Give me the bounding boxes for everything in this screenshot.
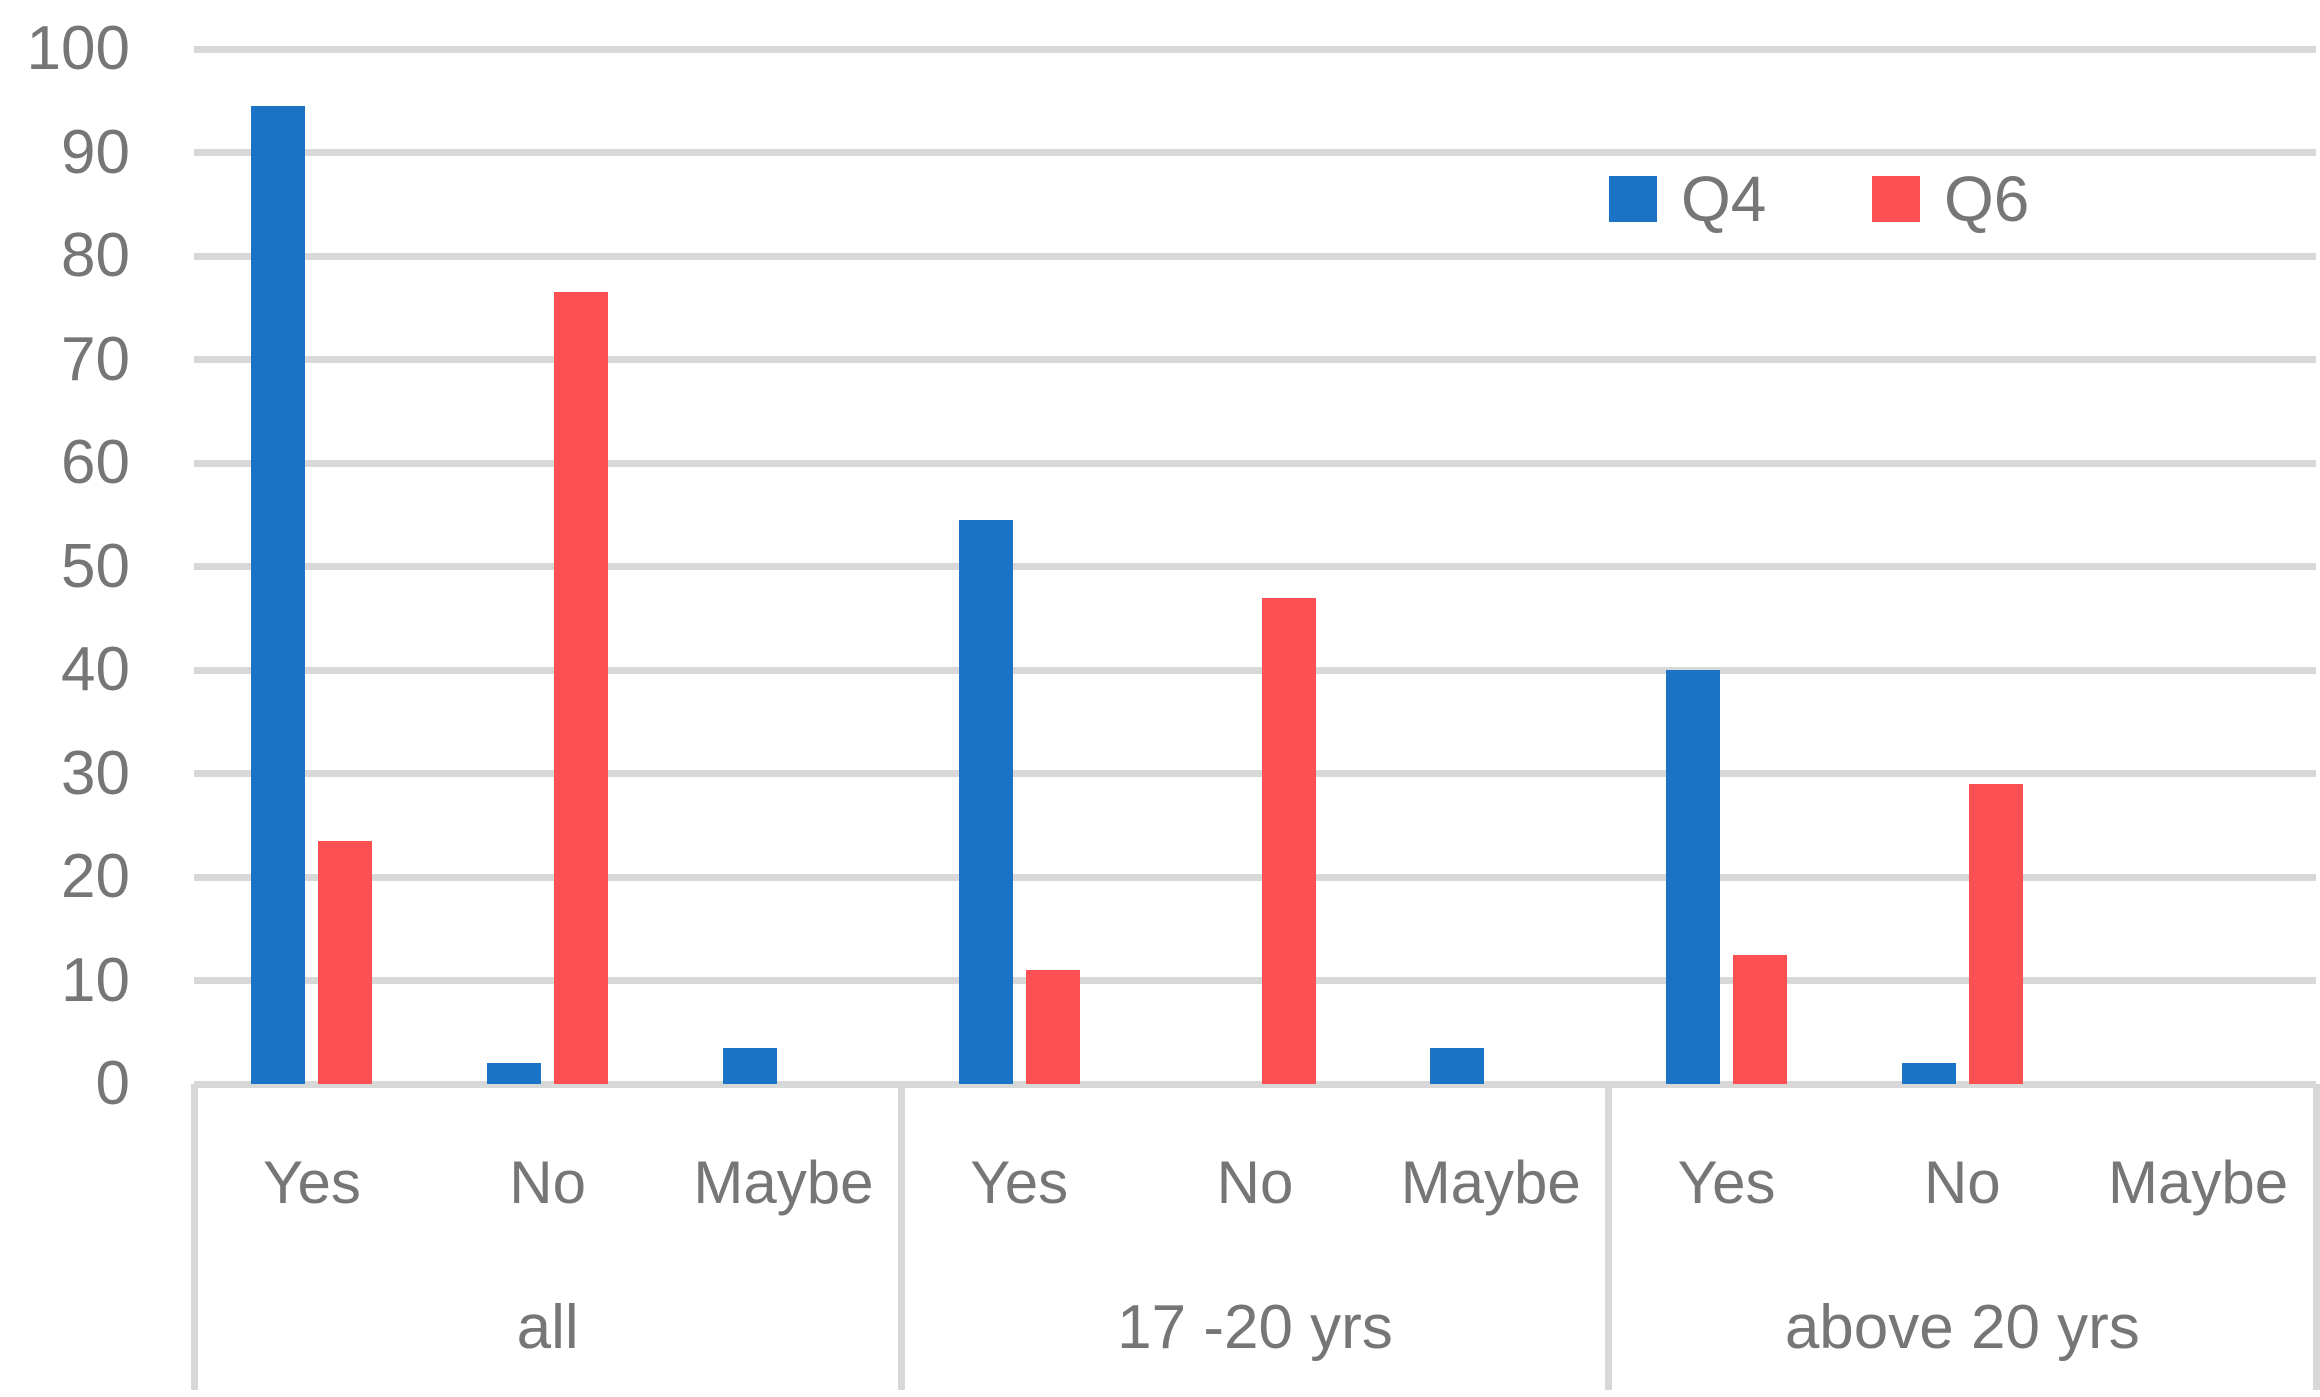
- gridline-80: [194, 252, 2316, 260]
- legend-swatch-q6-icon: [1872, 176, 1920, 222]
- x-label-yes-3: Yes: [1677, 1149, 1776, 1216]
- bar-q6-17--20-yrs-no: [1261, 597, 1316, 1084]
- bar-q6-above-20-yrs-yes: [1733, 954, 1788, 1084]
- gridline-60: [194, 459, 2316, 467]
- gridline-50: [194, 563, 2316, 570]
- gridline-30: [194, 770, 2316, 777]
- x-label-no-3: No: [1923, 1149, 2001, 1216]
- axis-divider-3: [2312, 1084, 2320, 1390]
- legend-swatch-q4-icon: [1609, 176, 1657, 222]
- y-axis-tick-40: 40: [61, 635, 130, 704]
- x-group-label-above-20-yrs: above 20 yrs: [1784, 1293, 2140, 1362]
- y-axis-tick-20: 20: [61, 842, 130, 911]
- bar-q4-17--20-yrs-maybe: [1430, 1047, 1485, 1084]
- y-axis-tick-60: 60: [61, 428, 130, 497]
- gridline-70: [194, 356, 2316, 363]
- x-group-label-all: all: [516, 1293, 579, 1362]
- y-axis-tick-50: 50: [61, 531, 130, 601]
- legend-label-q4: Q4: [1681, 163, 1767, 235]
- bar-q4-all-maybe: [722, 1047, 777, 1084]
- y-axis-tick-0: 0: [95, 1049, 130, 1118]
- bar-q4-above-20-yrs-no: [1901, 1063, 1956, 1084]
- axis-divider-2: [1605, 1084, 1613, 1390]
- y-axis-tick-90: 90: [61, 117, 130, 187]
- y-axis-tick-100: 100: [26, 14, 130, 83]
- bar-q4-17--20-yrs-yes: [958, 519, 1013, 1084]
- legend-label-q6: Q6: [1944, 163, 2030, 235]
- y-axis-tick-30: 30: [61, 738, 130, 808]
- axis-divider-1: [897, 1084, 905, 1390]
- x-label-maybe-3: Maybe: [2108, 1149, 2289, 1216]
- gridline-0: [194, 1080, 2316, 1088]
- y-axis-tick-80: 80: [61, 221, 130, 290]
- x-label-maybe-2: Maybe: [1400, 1149, 1581, 1216]
- bar-q6-all-no: [554, 292, 609, 1084]
- x-label-yes-1: Yes: [262, 1149, 361, 1216]
- gridline-90: [194, 149, 2316, 156]
- bar-q6-above-20-yrs-no: [1968, 783, 2023, 1084]
- gridline-20: [194, 873, 2316, 881]
- x-label-maybe-1: Maybe: [693, 1149, 874, 1216]
- x-label-no-2: No: [1216, 1149, 1294, 1216]
- y-axis-tick-70: 70: [61, 324, 130, 394]
- legend-item-q4: Q4: [1609, 166, 1766, 232]
- axis-divider-0: [190, 1084, 198, 1390]
- bar-q6-17--20-yrs-yes: [1025, 970, 1080, 1084]
- x-label-yes-2: Yes: [970, 1149, 1069, 1216]
- y-axis-tick-10: 10: [61, 945, 130, 1015]
- gridline-10: [194, 977, 2316, 984]
- bar-q4-all-yes: [251, 105, 306, 1084]
- legend-item-q6: Q6: [1872, 166, 2029, 232]
- bar-q6-all-yes: [318, 840, 373, 1084]
- x-group-label-17--20-yrs: 17 -20 yrs: [1117, 1293, 1393, 1362]
- gridline-100: [194, 45, 2316, 53]
- bar-q4-above-20-yrs-yes: [1666, 670, 1721, 1084]
- bar-q4-all-no: [487, 1063, 542, 1084]
- gridline-40: [194, 666, 2316, 674]
- x-label-no-1: No: [509, 1149, 586, 1216]
